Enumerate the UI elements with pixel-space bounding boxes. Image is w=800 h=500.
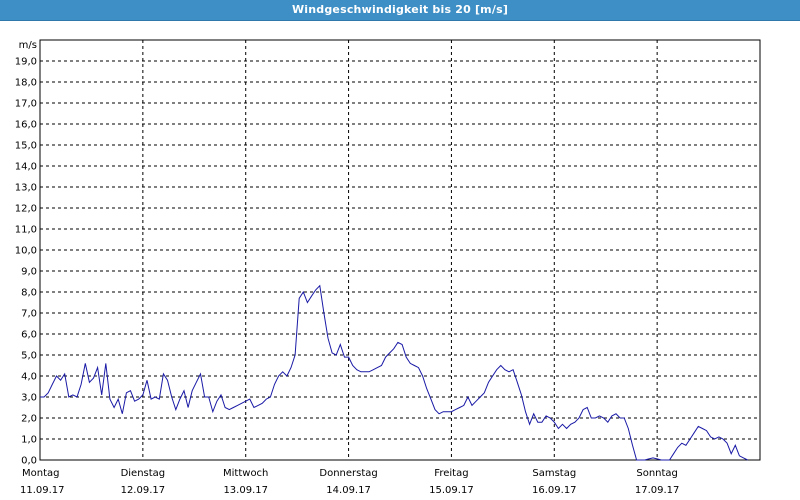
y-tick-label: 18,0 — [15, 78, 37, 89]
y-tick-label: 10,0 — [15, 246, 37, 257]
y-tick-label: 5,0 — [21, 351, 37, 362]
y-tick-label: 3,0 — [21, 393, 37, 404]
x-tick-label-date: 12.09.17 — [121, 485, 166, 496]
x-tick-label-date: 14.09.17 — [326, 485, 371, 496]
y-tick-label: 12,0 — [15, 204, 37, 215]
y-tick-label: 8,0 — [21, 288, 37, 299]
y-tick-label: 16,0 — [15, 120, 37, 131]
y-tick-label: 19,0 — [15, 57, 37, 68]
x-tick-label-date: 13.09.17 — [223, 485, 268, 496]
x-tick-label-day: Sonntag — [636, 468, 678, 479]
y-axis-unit-label: m/s — [19, 40, 37, 51]
x-tick-label-day: Donnerstag — [319, 468, 377, 479]
y-tick-label: 14,0 — [15, 162, 37, 173]
y-tick-label: 9,0 — [21, 267, 37, 278]
y-tick-label: 6,0 — [21, 330, 37, 341]
x-tick-label-day: Montag — [22, 468, 59, 479]
y-tick-label: 17,0 — [15, 99, 37, 110]
x-tick-label-date: 15.09.17 — [429, 485, 474, 496]
grid — [40, 40, 760, 460]
x-tick-label-day: Dienstag — [121, 468, 166, 479]
y-tick-label: 1,0 — [21, 435, 37, 446]
y-tick-label: 0,0 — [21, 456, 37, 467]
window-title: Windgeschwindigkeit bis 20 [m/s] — [0, 0, 800, 21]
y-tick-label: 11,0 — [15, 225, 37, 236]
x-tick-label-day: Freitag — [434, 468, 468, 479]
x-tick-label-date: 16.09.17 — [532, 485, 577, 496]
x-tick-label-date: 17.09.17 — [635, 485, 680, 496]
y-tick-label: 2,0 — [21, 414, 37, 425]
y-axis-ticks: 0,0 1,0 2,0 3,0 4,0 5,0 6,0 7,0 8,0 9,0 10,0 11,0 12… — [15, 57, 37, 467]
plot-frame — [39, 39, 761, 461]
y-tick-label: 7,0 — [21, 309, 37, 320]
series-line-wind-speed — [40, 284, 748, 461]
x-tick-label-day: Samstag — [532, 468, 576, 479]
x-axis-ticks: Montag 11.09.17 Dienstag 12.09.17 Mittwoch 13… — [20, 468, 679, 496]
x-tick-label-date: 11.09.17 — [20, 485, 65, 496]
y-tick-label: 15,0 — [15, 141, 37, 152]
y-tick-label: 4,0 — [21, 372, 37, 383]
x-tick-label-day: Mittwoch — [223, 468, 268, 479]
y-tick-label: 13,0 — [15, 183, 37, 194]
